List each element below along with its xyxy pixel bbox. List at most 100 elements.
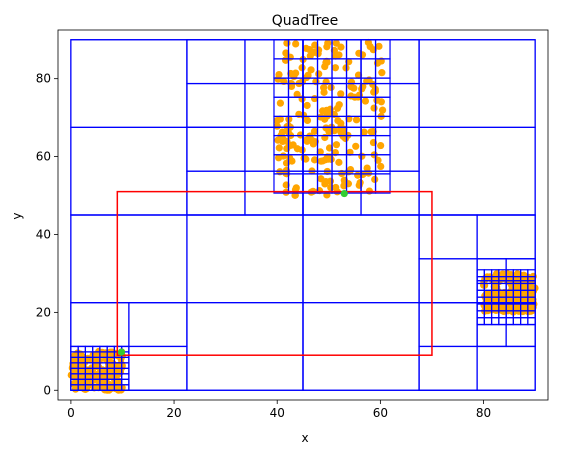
quadtree-layer bbox=[70, 39, 536, 391]
y-axis-label: y bbox=[10, 212, 24, 219]
data-point bbox=[365, 76, 373, 84]
data-point bbox=[341, 134, 350, 143]
data-point bbox=[347, 83, 355, 91]
data-point bbox=[371, 175, 379, 183]
quadtree-cell bbox=[512, 317, 522, 326]
data-point bbox=[298, 64, 306, 72]
data-point bbox=[275, 144, 283, 152]
data-point bbox=[324, 39, 332, 47]
quadtree-cell bbox=[84, 345, 94, 353]
data-point bbox=[354, 71, 363, 79]
quadtree-cell bbox=[360, 58, 377, 79]
query-rectangle bbox=[116, 190, 433, 356]
data-point bbox=[309, 140, 317, 148]
data-point bbox=[298, 95, 306, 103]
data-point bbox=[321, 178, 329, 186]
x-axis: 0 20 40 60 80 bbox=[67, 400, 491, 420]
quadtree-cell bbox=[128, 345, 188, 391]
data-point bbox=[311, 41, 319, 49]
data-point bbox=[346, 148, 354, 156]
quadtree-cell bbox=[128, 302, 188, 348]
data-point bbox=[490, 282, 498, 291]
y-tick-label: 20 bbox=[36, 305, 51, 319]
quadtree-cell bbox=[374, 39, 391, 60]
data-point bbox=[287, 82, 296, 91]
data-point bbox=[303, 116, 312, 124]
data-point bbox=[283, 39, 291, 47]
x-tick-label: 60 bbox=[373, 406, 388, 420]
data-point bbox=[70, 352, 79, 360]
data-point bbox=[337, 119, 345, 127]
data-point bbox=[283, 123, 291, 131]
quadtree-cell bbox=[70, 39, 188, 128]
quadtree-cell bbox=[505, 317, 514, 326]
data-point bbox=[370, 104, 378, 112]
quadtree-cell bbox=[483, 317, 493, 326]
x-tick-label: 20 bbox=[166, 406, 181, 420]
quadtree-cell bbox=[476, 323, 507, 348]
data-point bbox=[72, 366, 81, 374]
data-point bbox=[321, 107, 329, 115]
data-point bbox=[358, 152, 366, 160]
data-point bbox=[292, 69, 300, 77]
quadtree-cell bbox=[121, 378, 130, 386]
data-point bbox=[320, 84, 328, 92]
data-point bbox=[340, 182, 348, 190]
data-point bbox=[279, 152, 287, 160]
data-point bbox=[487, 289, 495, 298]
quadtree-cell bbox=[70, 214, 188, 304]
data-point bbox=[377, 162, 385, 171]
quadtree-cell bbox=[302, 302, 420, 391]
data-point bbox=[337, 43, 345, 51]
data-point bbox=[352, 142, 360, 150]
quadtree-cell bbox=[186, 214, 304, 304]
data-point bbox=[310, 156, 319, 164]
data-point bbox=[367, 128, 375, 136]
plot-frame bbox=[57, 29, 549, 401]
data-point bbox=[346, 165, 355, 174]
quadtree-cell bbox=[70, 126, 188, 216]
data-point bbox=[307, 66, 315, 74]
data-point bbox=[325, 144, 334, 152]
quadtree-cell bbox=[498, 317, 507, 326]
data-point bbox=[315, 70, 323, 78]
data-point bbox=[377, 98, 385, 106]
data-point bbox=[319, 157, 327, 165]
quadtree-cell bbox=[418, 126, 536, 216]
data-point bbox=[300, 154, 308, 162]
data-point bbox=[331, 64, 339, 72]
y-axis: 0 20 40 60 80 bbox=[36, 72, 58, 397]
data-point bbox=[335, 51, 343, 59]
data-point bbox=[361, 97, 370, 105]
quadtree-cell bbox=[527, 269, 536, 278]
data-point bbox=[377, 141, 385, 150]
quadtree-cell bbox=[505, 323, 536, 348]
data-point bbox=[375, 42, 383, 50]
y-tick-label: 40 bbox=[36, 227, 51, 241]
data-point bbox=[305, 45, 314, 54]
quadtree-cell bbox=[186, 39, 246, 85]
data-point bbox=[499, 272, 507, 280]
data-point bbox=[360, 128, 368, 136]
data-point bbox=[378, 106, 387, 114]
data-point bbox=[317, 113, 325, 121]
quadtree-cell bbox=[490, 317, 500, 326]
quadtree-cell bbox=[186, 126, 246, 172]
quadtree-cell bbox=[418, 345, 478, 391]
x-axis-label: x bbox=[301, 431, 308, 445]
quadtree-cell bbox=[476, 345, 536, 391]
quadtree-cell bbox=[186, 82, 246, 128]
found-point bbox=[340, 189, 348, 198]
data-point bbox=[293, 90, 301, 98]
quadtree-cell bbox=[70, 302, 130, 348]
query-layer bbox=[116, 190, 433, 356]
data-point bbox=[323, 58, 331, 66]
data-point bbox=[497, 290, 505, 299]
data-point bbox=[356, 179, 364, 187]
y-tick-label: 0 bbox=[43, 383, 51, 397]
data-point bbox=[378, 69, 386, 77]
data-point bbox=[327, 83, 335, 92]
data-point bbox=[335, 101, 343, 109]
data-point bbox=[337, 90, 345, 98]
